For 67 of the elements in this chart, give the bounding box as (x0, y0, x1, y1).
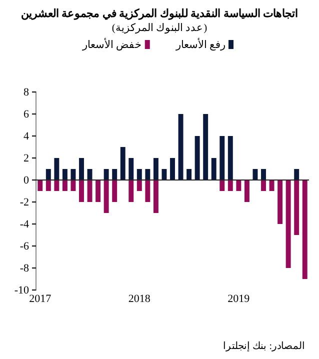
bar (136, 169, 142, 180)
bar (62, 180, 68, 191)
y-tick-label: 4 (24, 130, 30, 143)
bar (186, 169, 192, 180)
legend-label: رفع الأسعار (174, 37, 226, 51)
bar (228, 180, 233, 191)
bar (136, 180, 142, 191)
bar (128, 180, 134, 202)
bar (302, 180, 308, 279)
x-tick-label: 2017 (29, 293, 52, 306)
bar (104, 169, 109, 180)
legend-label: خفض الأسعار (81, 37, 142, 51)
bar (145, 169, 150, 180)
bar (278, 180, 283, 224)
bar (220, 180, 225, 191)
bar (178, 114, 184, 180)
bar (128, 158, 134, 180)
bar (269, 180, 274, 191)
bar (211, 158, 216, 180)
bar (120, 147, 126, 180)
y-tick-label: -2 (20, 196, 29, 209)
bar (286, 180, 291, 268)
y-tick-label: -10 (14, 284, 30, 297)
bar (170, 158, 175, 180)
bar (38, 180, 43, 191)
bar (46, 180, 51, 191)
y-tick-label: -6 (20, 240, 30, 253)
bar (228, 136, 233, 180)
y-tick-label: 0 (24, 174, 30, 187)
bar (62, 169, 68, 180)
bar (252, 169, 258, 180)
x-tick-label: 2018 (128, 293, 151, 306)
bar (194, 136, 200, 180)
bar (54, 180, 60, 191)
bar (294, 180, 300, 235)
bar (46, 169, 51, 180)
bar (112, 169, 118, 180)
bar (104, 180, 109, 213)
bar (153, 158, 158, 180)
chart-subtitle: (عدد البنوك المركزية) (112, 22, 208, 34)
bar (79, 180, 84, 202)
y-tick-label: -8 (20, 262, 30, 275)
bar (162, 169, 167, 180)
x-tick-label: 2019 (228, 293, 250, 306)
bar (87, 180, 92, 202)
bar (244, 180, 250, 202)
bar (70, 180, 76, 191)
text: المصادر: بنك إنجلترا (223, 341, 305, 352)
bar (153, 180, 158, 213)
bar (112, 180, 118, 202)
chart-title: اتجاهات السياسة النقدية للبنوك المركزية في مجموعة العشرين (20, 8, 298, 21)
bar (261, 169, 266, 180)
y-tick-label: 8 (24, 86, 30, 99)
bar (236, 180, 242, 191)
bar (79, 158, 84, 180)
y-tick-label: 2 (24, 152, 29, 165)
bar (261, 180, 266, 191)
bar (203, 114, 208, 180)
bar (294, 169, 300, 180)
bar (220, 136, 225, 180)
bar (145, 180, 150, 202)
bar (70, 169, 76, 180)
y-tick-label: -4 (20, 218, 30, 231)
bar (54, 158, 60, 180)
y-tick-label: 6 (24, 108, 30, 121)
bar (96, 180, 101, 202)
bar (87, 169, 92, 180)
